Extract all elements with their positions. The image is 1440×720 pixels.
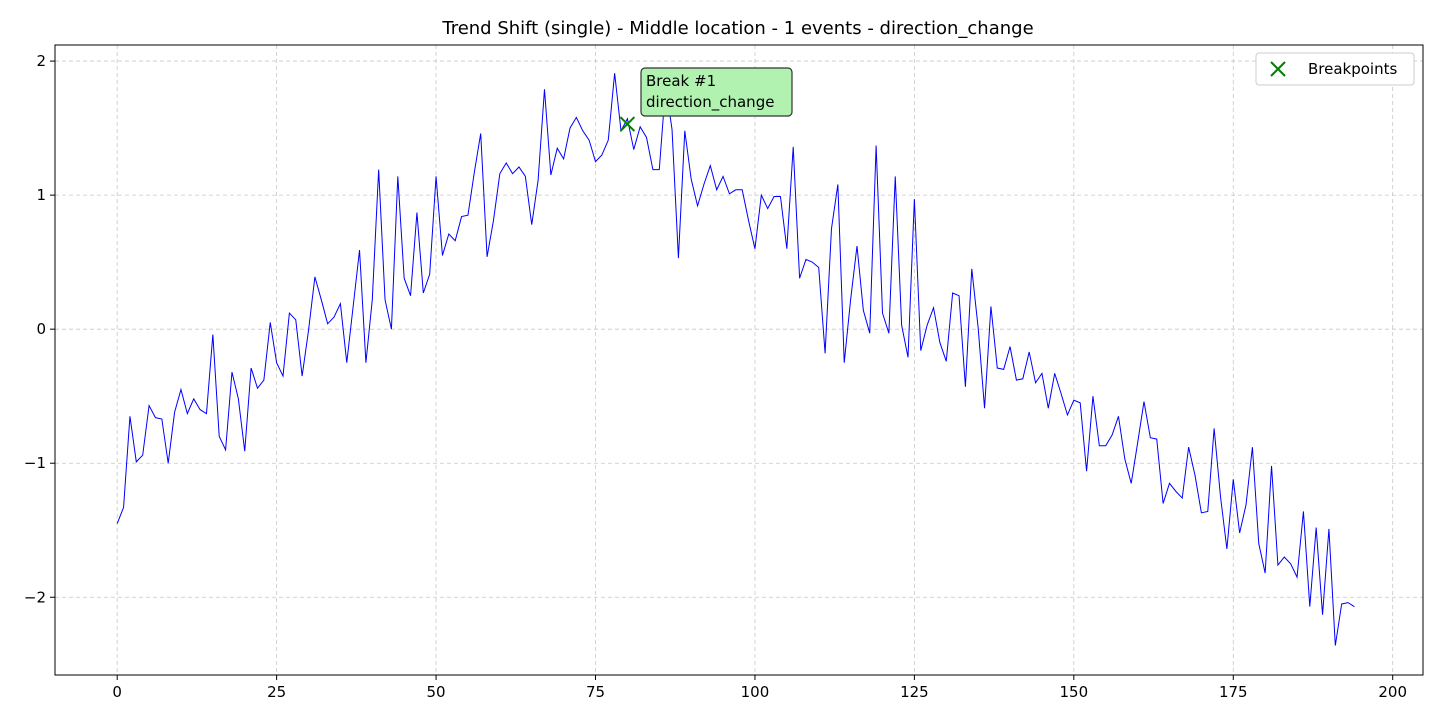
chart-title: Trend Shift (single) - Middle location -… [441,18,1033,39]
series-line [116,73,1355,646]
y-tick-label: 0 [36,320,46,338]
legend-box [1255,52,1415,86]
x-axis: 0 25 50 75 100 125 150 175 200 [112,675,1407,701]
legend-label: Breakpoints [1308,60,1397,78]
annotation-line-1: Break #1 [646,72,716,90]
breakpoint-marker-x-icon [619,116,636,132]
y-tick-label: 2 [36,52,46,70]
y-tick-label: −1 [24,454,46,472]
x-tick-label: 0 [112,683,122,701]
x-tick-label: 150 [1060,683,1089,701]
x-tick-label: 50 [427,683,446,701]
x-tick-label: 175 [1219,683,1248,701]
grid [55,45,1423,675]
y-tick-label: −2 [24,588,46,606]
y-tick-label: 1 [36,186,46,204]
breakpoint-markers [619,116,636,132]
y-axis: −2 −1 0 1 2 [24,52,55,606]
legend: Breakpoints [1255,52,1415,86]
x-tick-label: 200 [1378,683,1407,701]
breakpoint-annotation: Break #1 direction_change [640,67,793,117]
legend-marker-x-icon [1270,61,1286,77]
x-tick-label: 100 [741,683,770,701]
annotation-box [640,67,793,117]
x-tick-label: 25 [267,683,286,701]
x-tick-label: 125 [900,683,929,701]
plot-area [116,73,1355,646]
annotation-line-2: direction_change [646,93,774,112]
x-tick-label: 75 [586,683,605,701]
plot-frame [54,44,1424,676]
